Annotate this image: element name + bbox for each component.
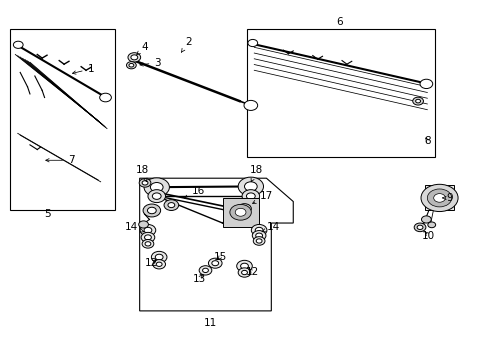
Circle shape [253, 237, 264, 245]
Circle shape [150, 183, 163, 192]
Circle shape [412, 97, 423, 105]
Circle shape [163, 200, 178, 211]
Circle shape [141, 232, 155, 242]
Circle shape [236, 260, 252, 272]
Text: 8: 8 [423, 136, 430, 145]
Circle shape [145, 242, 151, 246]
Text: 2: 2 [181, 37, 191, 52]
Circle shape [152, 193, 161, 199]
Circle shape [208, 258, 222, 268]
Circle shape [255, 233, 262, 238]
Bar [10, 30, 115, 211]
Circle shape [413, 223, 425, 231]
Circle shape [144, 235, 151, 240]
Circle shape [246, 193, 255, 199]
Circle shape [433, 194, 445, 202]
Circle shape [126, 62, 136, 69]
Text: 3: 3 [140, 58, 161, 68]
Circle shape [140, 225, 156, 236]
Circle shape [100, 93, 111, 102]
Text: 12: 12 [145, 258, 158, 268]
Text: 6: 6 [336, 17, 342, 27]
Circle shape [155, 254, 163, 260]
Text: 1: 1 [72, 64, 94, 74]
Text: 9: 9 [442, 193, 452, 203]
Circle shape [416, 225, 422, 229]
Circle shape [151, 251, 166, 263]
Circle shape [237, 204, 251, 214]
Circle shape [144, 178, 169, 197]
Circle shape [256, 239, 262, 243]
Circle shape [242, 190, 259, 203]
Polygon shape [140, 178, 293, 311]
Circle shape [144, 227, 152, 233]
Circle shape [252, 230, 265, 240]
Text: 10: 10 [422, 231, 434, 240]
Circle shape [421, 216, 430, 223]
Circle shape [139, 179, 151, 187]
Circle shape [247, 40, 257, 46]
Circle shape [142, 181, 148, 185]
Circle shape [131, 55, 138, 60]
Circle shape [199, 266, 211, 275]
Circle shape [238, 268, 250, 277]
Text: 17: 17 [252, 191, 272, 203]
Circle shape [420, 184, 457, 212]
Circle shape [211, 261, 218, 266]
Text: 14: 14 [124, 222, 143, 232]
Circle shape [238, 177, 263, 196]
Circle shape [153, 260, 165, 269]
Circle shape [244, 182, 257, 191]
Text: 11: 11 [203, 319, 217, 328]
Text: 15: 15 [213, 252, 226, 262]
Circle shape [255, 227, 263, 233]
Circle shape [147, 207, 156, 214]
Circle shape [427, 222, 435, 228]
Circle shape [13, 41, 23, 48]
Circle shape [143, 204, 160, 217]
Circle shape [419, 79, 432, 89]
Circle shape [156, 262, 162, 266]
Text: 14: 14 [261, 222, 280, 232]
Circle shape [235, 208, 245, 216]
Text: 18: 18 [249, 165, 263, 182]
Circle shape [202, 268, 208, 273]
Circle shape [167, 203, 174, 208]
Bar [222, 198, 259, 226]
Text: 13: 13 [193, 274, 206, 284]
Circle shape [415, 99, 420, 103]
Text: 4: 4 [136, 42, 147, 55]
Text: 7: 7 [46, 155, 75, 165]
Circle shape [240, 263, 248, 269]
Text: 18: 18 [135, 165, 148, 182]
Circle shape [241, 206, 247, 211]
Bar [246, 30, 434, 157]
Circle shape [139, 221, 148, 228]
Text: 5: 5 [43, 209, 50, 219]
Circle shape [244, 100, 257, 111]
Circle shape [148, 190, 165, 203]
Circle shape [241, 270, 247, 275]
Circle shape [427, 189, 451, 207]
Circle shape [128, 53, 141, 62]
Circle shape [229, 204, 251, 220]
Text: 12: 12 [245, 267, 259, 277]
Bar [424, 185, 453, 211]
Text: 16: 16 [184, 186, 204, 198]
Circle shape [142, 239, 154, 248]
Circle shape [129, 63, 134, 67]
Circle shape [251, 225, 266, 236]
